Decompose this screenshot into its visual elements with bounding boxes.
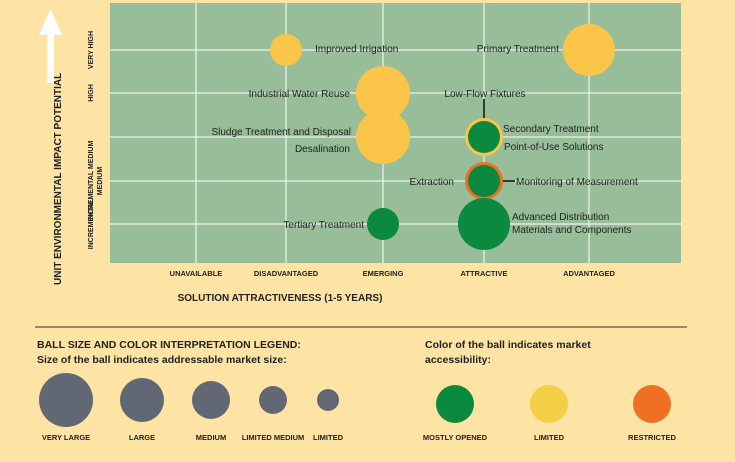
bubble-secondary-treatment: [468, 121, 500, 153]
x-tick-attractive: ATTRACTIVE: [461, 269, 508, 278]
x-axis-label: SOLUTION ATTRACTIVENESS (1-5 YEARS): [178, 293, 383, 304]
x-tick-unavailable: UNAVAILABLE: [170, 269, 223, 278]
legend-size-label-large: LARGE: [129, 433, 155, 442]
bubble-primary-treatment: [563, 24, 615, 76]
bubble-advanced-distribution-materials-and-components: [458, 198, 510, 250]
x-tick-labels: UNAVAILABLE DISADVANTAGED EMERGING ATTRACTI…: [170, 269, 616, 278]
point-label-desalination: Desalination: [295, 144, 350, 155]
legend-size-ball-very-large: [39, 373, 93, 427]
legend-size-label-medium: MEDIUM: [196, 433, 226, 442]
legend-color-label-limited: LIMITED: [534, 433, 565, 442]
legend-size-subtitle: Size of the ball indicates addressable m…: [37, 354, 287, 366]
point-label-extraction: Extraction: [410, 177, 454, 188]
y-axis-arrow: [39, 9, 62, 83]
legend-color-label-mostly-opened: MOSTLY OPENED: [423, 433, 488, 442]
point-label-advanced-distribution-materials-and-components: Advanced Distribution Materials and Compo…: [512, 212, 632, 236]
point-label-sludge-treatment-and-disposal: Sludge Treatment and Disposal: [211, 127, 351, 138]
point-label-improved-irrigation: Improved Irrigation: [315, 44, 398, 55]
point-label-low-flow-fixtures: Low-Flow Fixtures: [444, 89, 525, 100]
y-tick-high: HIGH: [88, 84, 95, 102]
y-tick-incremental: INCREMENTAL: [88, 198, 95, 249]
legend-color-ball-restricted: [633, 385, 671, 423]
point-label-monitoring-of-measurement: Monitoring of Measurement: [516, 177, 638, 188]
bubbles: [270, 24, 615, 250]
x-tick-advantaged: ADVANTAGED: [563, 269, 615, 278]
y-tick-very-high: VERY HIGH: [88, 31, 95, 69]
legend-title: BALL SIZE AND COLOR INTERPRETATION LEGEN…: [37, 339, 301, 351]
legend-size-items: VERY LARGE LARGE MEDIUM LIMITED MEDIUM LIMIT…: [39, 373, 344, 442]
point-label-primary-treatment: Primary Treatment: [477, 44, 559, 55]
point-label-secondary-treatment: Secondary Treatment: [503, 124, 599, 135]
y-tick-incremental-medium: INCREMENTAL MEDIUM: [88, 141, 95, 222]
legend-color-ball-limited: [530, 385, 568, 423]
legend-size-ball-limited: [317, 389, 339, 411]
point-labels: Improved Irrigation Primary Treatment Indu…: [211, 44, 637, 236]
legend-size-ball-large: [120, 378, 164, 422]
legend-color-items: MOSTLY OPENED LIMITED RESTRICTED: [423, 385, 677, 442]
legend-color-subtitle-line1: Color of the ball indicates market: [425, 339, 591, 351]
y-axis-label: UNIT ENVIRONMENTAL IMPACT POTENTIAL: [53, 73, 64, 285]
legend-color-subtitle-line2: accessibility:: [425, 354, 491, 366]
point-label-industrial-water-reuse: Industrial Water Reuse: [249, 89, 351, 100]
bubble-extraction: [468, 165, 500, 197]
legend-size-label-very-large: VERY LARGE: [42, 433, 90, 442]
legend-color-label-restricted: RESTRICTED: [628, 433, 677, 442]
legend-color-ball-mostly-opened: [436, 385, 474, 423]
bubble-industrial-water-reuse: [356, 66, 410, 120]
legend-size-label-limited: LIMITED: [313, 433, 344, 442]
point-label-tertiary-treatment: Tertiary Treatment: [283, 220, 364, 231]
x-tick-emerging: EMERGING: [363, 269, 404, 278]
x-tick-disadvantaged: DISADVANTAGED: [254, 269, 319, 278]
legend-size-ball-limited-medium: [259, 386, 287, 414]
legend-size-label-limited-medium: LIMITED MEDIUM: [242, 433, 305, 442]
point-label-point-of-use-solutions: Point-of-Use Solutions: [504, 142, 604, 153]
y-tick-medium: MEDIUM: [97, 167, 104, 196]
bubble-tertiary-treatment: [367, 208, 399, 240]
legend-size-ball-medium: [192, 381, 230, 419]
bubble-improved-irrigation: [270, 34, 302, 66]
bubble-sludge-treatment-and-disposal: [356, 110, 410, 164]
